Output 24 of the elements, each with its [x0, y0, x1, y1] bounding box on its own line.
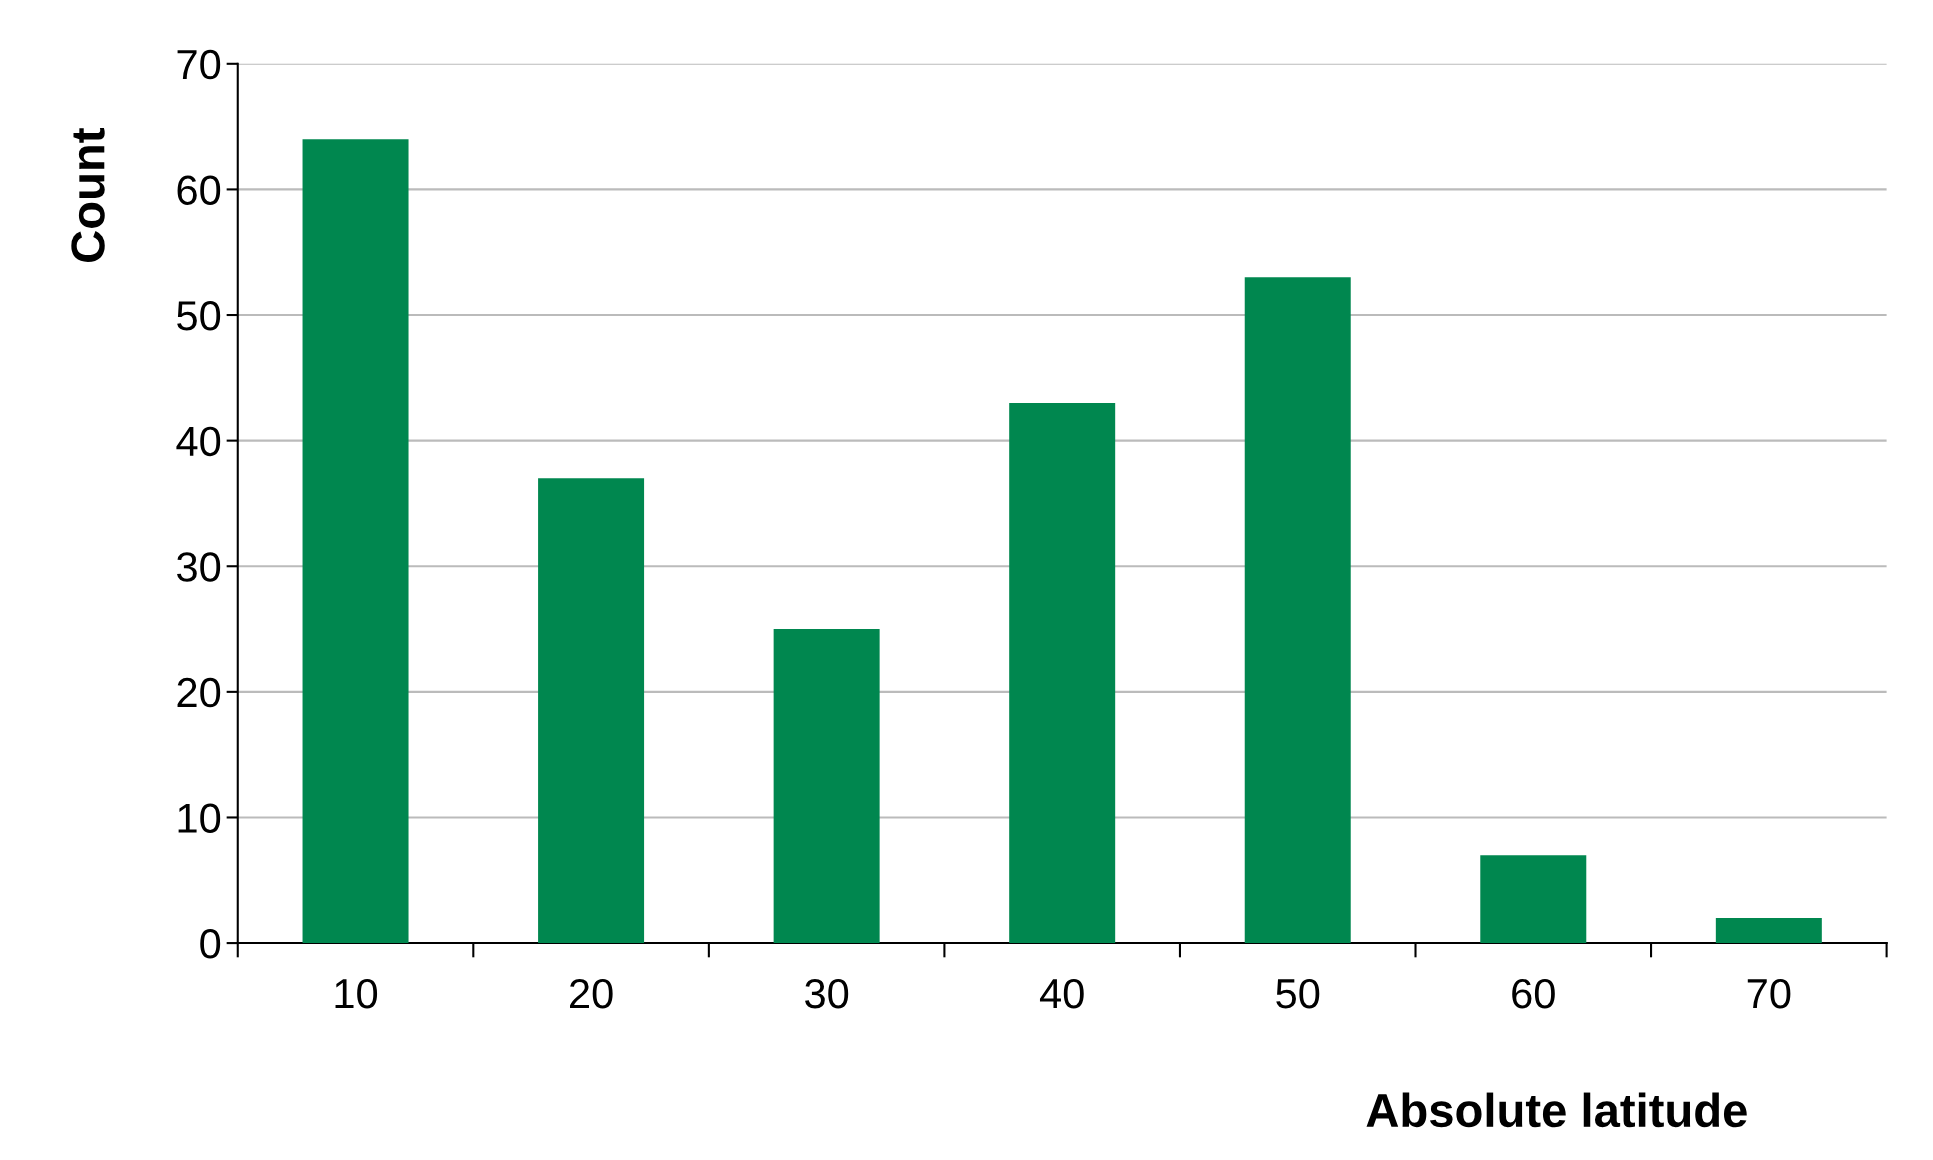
x-tick-label: 50	[1276, 978, 1320, 1009]
x-tick-label: 40	[1039, 978, 1084, 1009]
x-tick-label: 10	[335, 978, 378, 1009]
y-tick-label: 60	[177, 175, 221, 205]
bar	[1244, 277, 1351, 944]
y-tick-label: 10	[178, 803, 221, 833]
y-tick-label: 70	[177, 49, 221, 80]
x-tick-label: 30	[805, 978, 849, 1009]
x-tick-label: 70	[1747, 978, 1791, 1009]
y-tick-label: 0	[200, 929, 221, 959]
bar	[1715, 917, 1822, 944]
y-tick-label: 40	[176, 426, 221, 457]
bar	[1480, 855, 1587, 944]
x-tick-label: 20	[570, 978, 613, 1009]
bar	[302, 139, 409, 944]
y-tick-label: 20	[177, 677, 221, 708]
bar	[1009, 402, 1116, 944]
y-tick-label: 30	[177, 552, 221, 582]
x-tick-label: 60	[1512, 978, 1555, 1009]
y-axis-title: Count	[71, 128, 105, 262]
bar	[773, 629, 880, 944]
bar	[538, 478, 645, 944]
y-tick-label: 50	[177, 301, 221, 331]
x-axis-title: Absolute latitude	[1366, 1092, 1747, 1128]
